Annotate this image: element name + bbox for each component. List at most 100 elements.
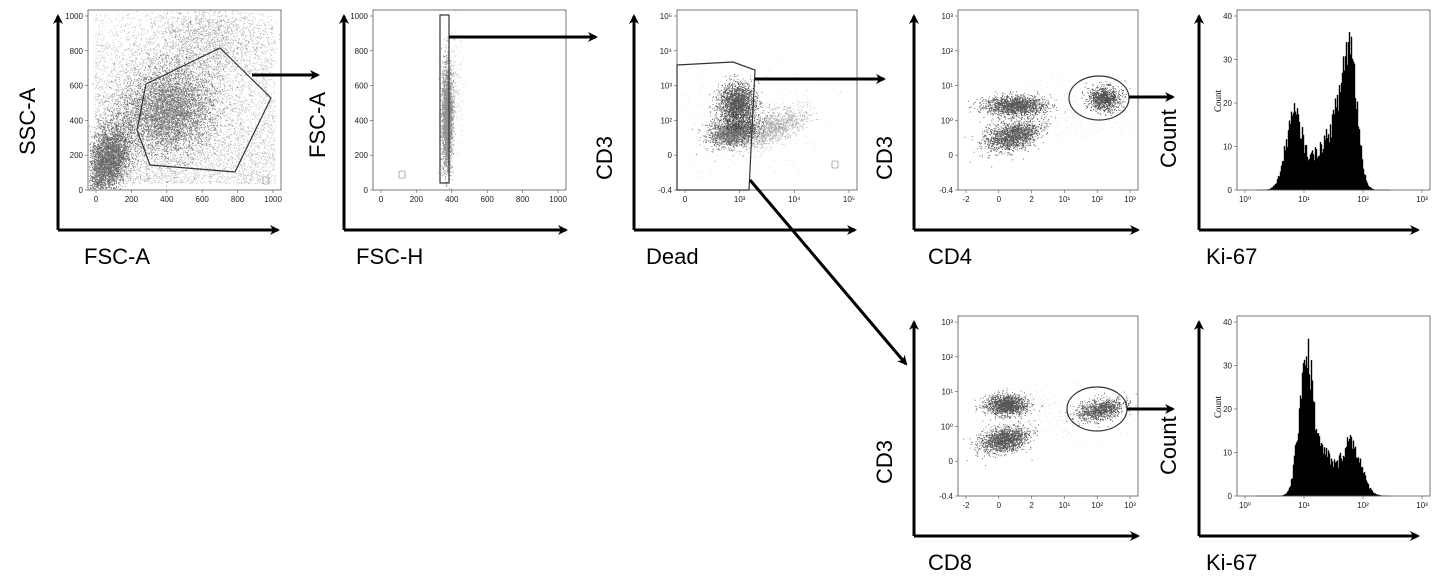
plot-frame bbox=[676, 9, 858, 191]
inner-count-label: Count bbox=[1213, 395, 1223, 418]
axis-arrows-hist-ki67-cd4 bbox=[1194, 14, 1420, 235]
y-tick-label: 20 bbox=[1223, 405, 1232, 414]
plot-frame bbox=[1236, 315, 1431, 497]
plot-frame bbox=[372, 9, 567, 191]
x-axis-label: Dead bbox=[646, 244, 699, 269]
y-tick-label: -0.4 bbox=[939, 492, 953, 501]
axis-arrows-hist-ki67-cd8 bbox=[1194, 320, 1420, 541]
y-tick-label: 1000 bbox=[350, 12, 368, 21]
x-tick-label: 200 bbox=[410, 195, 424, 204]
y-tick-label: 10² bbox=[941, 353, 953, 362]
panel-scatter-fsc-ssc bbox=[85, 9, 282, 193]
x-tick-label: 10³ bbox=[1124, 501, 1136, 510]
y-axis-label: CD3 bbox=[592, 136, 617, 180]
y-tick-label: 400 bbox=[355, 116, 369, 125]
y-tick-label: 10⁴ bbox=[660, 47, 673, 56]
panel-hist-ki67-cd8 bbox=[1234, 315, 1431, 499]
x-tick-label: 400 bbox=[160, 195, 174, 204]
x-tick-label: 1000 bbox=[549, 195, 567, 204]
y-tick-label: 800 bbox=[355, 47, 369, 56]
cd8-pos-events bbox=[1065, 391, 1137, 428]
y-tick-label: 0 bbox=[79, 186, 84, 195]
histogram-bars-layer bbox=[1257, 31, 1390, 497]
axes-layer bbox=[53, 14, 1420, 541]
x-axis-label: Ki-67 bbox=[1206, 244, 1257, 269]
scattered-events bbox=[968, 49, 1138, 166]
y-tick-label: 800 bbox=[70, 47, 84, 56]
x-tick-label: 10⁴ bbox=[788, 195, 801, 204]
x-tick-label: 800 bbox=[231, 195, 245, 204]
plot-frame bbox=[87, 9, 282, 191]
inner-count-label: Count bbox=[1213, 89, 1223, 112]
x-tick-label: 0 bbox=[997, 501, 1002, 510]
x-tick-label: 600 bbox=[196, 195, 210, 204]
lymphocyte-cluster-events bbox=[92, 21, 255, 187]
y-tick-label: 200 bbox=[355, 151, 369, 160]
axis-arrows-scatter-dead-cd3 bbox=[629, 14, 857, 235]
cd4-neg-cd3-high-events bbox=[968, 90, 1066, 128]
y-tick-label: 10⁰ bbox=[941, 422, 953, 431]
y-axis-label: Count bbox=[1156, 109, 1181, 168]
y-axis-label: CD3 bbox=[872, 136, 897, 180]
singlet-gate bbox=[439, 14, 450, 184]
x-tick-label: 400 bbox=[445, 195, 459, 204]
plot-frames-layer bbox=[85, 9, 1431, 499]
y-tick-label: 10³ bbox=[660, 82, 672, 91]
plot-frame bbox=[957, 9, 1139, 191]
panel-scatter-dead-cd3 bbox=[674, 9, 858, 193]
event-dots-layer bbox=[89, 10, 1138, 467]
x-axis-label: CD4 bbox=[928, 244, 972, 269]
cd4-neg-cd3-low-events bbox=[964, 110, 1056, 168]
panel-scatter-fsch-fsca bbox=[370, 9, 567, 193]
x-tick-label: 2 bbox=[1029, 195, 1034, 204]
granulocyte-events bbox=[111, 10, 281, 127]
y-tick-label: 0 bbox=[364, 186, 369, 195]
y-tick-label: 600 bbox=[70, 82, 84, 91]
y-tick-label: 0 bbox=[1228, 492, 1233, 501]
x-tick-label: 10² bbox=[1357, 501, 1369, 510]
y-axis-label: SSC-A bbox=[15, 87, 40, 155]
scattered-events bbox=[959, 375, 1138, 455]
axis-arrows-scatter-fsc-ssc bbox=[53, 14, 280, 235]
y-axis-label: Count bbox=[1156, 416, 1181, 475]
x-tick-label: 2 bbox=[1029, 501, 1034, 510]
cd8-neg-cd3-high-events bbox=[974, 387, 1043, 422]
y-tick-label: 10⁰ bbox=[941, 116, 953, 125]
y-tick-label: 10¹ bbox=[941, 82, 953, 91]
y-tick-label: 10² bbox=[660, 116, 672, 125]
lymphocyte-gate bbox=[136, 47, 272, 173]
y-tick-label: 400 bbox=[70, 116, 84, 125]
scattered-events bbox=[678, 18, 855, 189]
panel-scatter-cd8-cd3 bbox=[955, 315, 1139, 499]
y-tick-label: 10¹ bbox=[941, 388, 953, 397]
y-tick-label: 20 bbox=[1223, 99, 1232, 108]
x-tick-label: 10² bbox=[1091, 195, 1103, 204]
x-tick-label: 10³ bbox=[1124, 195, 1136, 204]
panel-hist-ki67-cd4 bbox=[1234, 9, 1431, 193]
axis-arrows-scatter-fsch-fsca bbox=[339, 14, 568, 235]
annotation-marker bbox=[398, 170, 406, 179]
x-tick-label: 10³ bbox=[1416, 195, 1428, 204]
y-tick-label: 10³ bbox=[941, 318, 953, 327]
cd8-neg-cd3-low-events bbox=[963, 420, 1039, 467]
singlet-events bbox=[438, 36, 459, 190]
cd4-pos-events bbox=[1081, 80, 1131, 117]
y-tick-label: 10³ bbox=[941, 12, 953, 21]
flow-arrows-layer bbox=[252, 32, 1175, 414]
y-tick-label: 0 bbox=[949, 457, 954, 466]
x-tick-label: 10² bbox=[1357, 195, 1369, 204]
dead-events bbox=[723, 90, 842, 158]
y-tick-label: 0 bbox=[668, 151, 673, 160]
ki67-cd4-histogram bbox=[1257, 31, 1390, 191]
x-tick-label: 10⁰ bbox=[1239, 195, 1251, 204]
y-tick-label: 40 bbox=[1223, 318, 1232, 327]
x-tick-label: 10⁵ bbox=[843, 195, 855, 204]
x-tick-label: 10³ bbox=[1416, 501, 1428, 510]
y-tick-label: 600 bbox=[355, 82, 369, 91]
x-tick-label: 1000 bbox=[264, 195, 282, 204]
x-tick-label: 200 bbox=[125, 195, 139, 204]
y-tick-label: 1000 bbox=[65, 12, 83, 21]
y-axis-label: FSC-A bbox=[305, 92, 330, 158]
x-tick-label: 10¹ bbox=[1298, 195, 1310, 204]
